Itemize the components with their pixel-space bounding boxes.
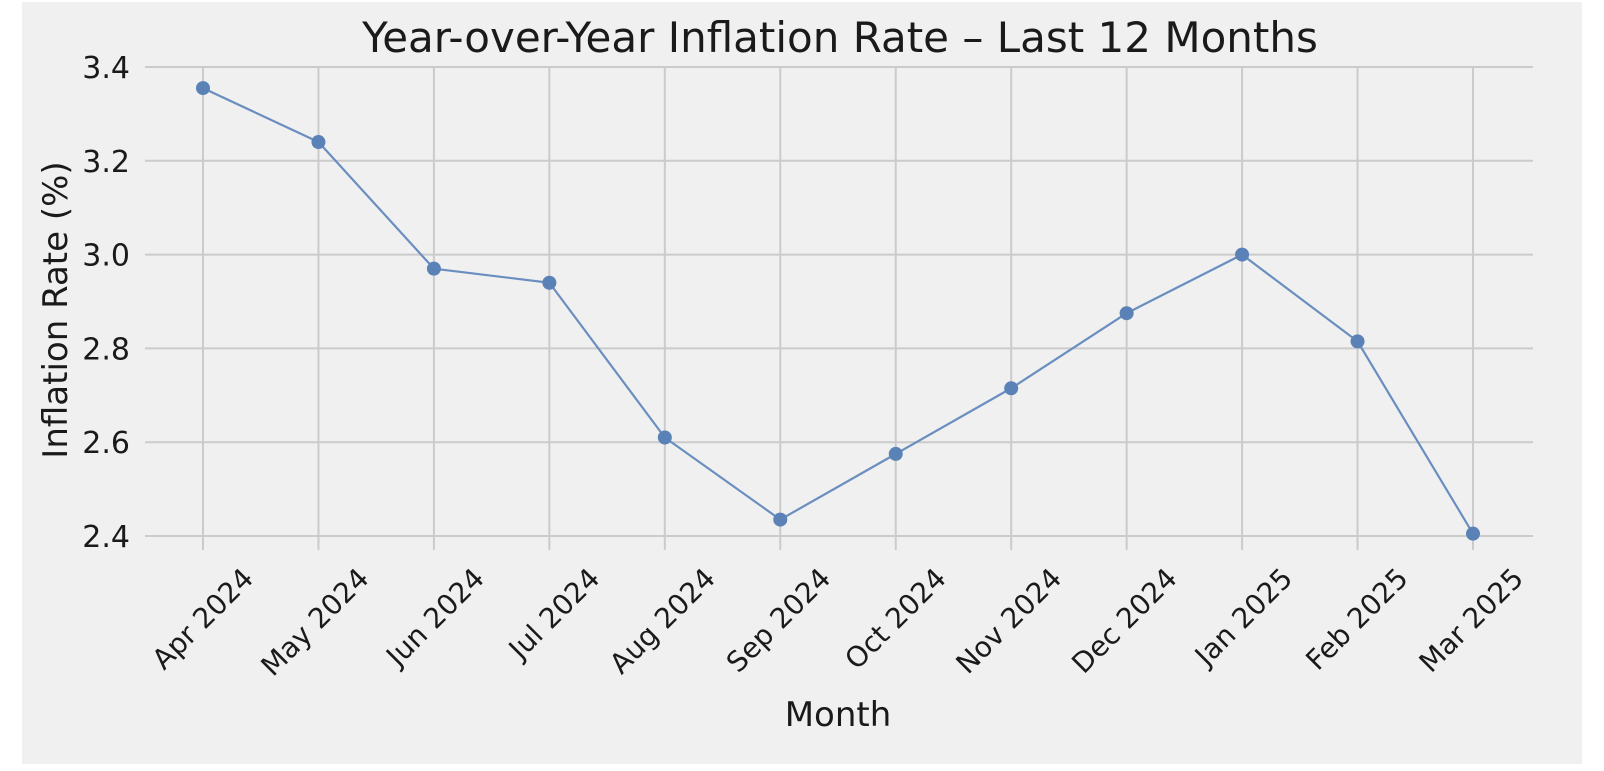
data-point-12 xyxy=(1466,526,1480,541)
data-point-6 xyxy=(773,512,788,527)
data-point-11 xyxy=(1350,334,1365,349)
y-axis-ticks: 2.4 2.6 2.8 3.0 3.2 3.4 xyxy=(82,51,130,555)
y-axis-label: Inflation Rate (%) xyxy=(36,161,76,458)
series-line xyxy=(202,87,1474,535)
data-point-10 xyxy=(1235,247,1250,262)
data-point-8 xyxy=(1004,381,1019,396)
figure-background xyxy=(22,2,1582,764)
y-tick-label: 2.4 xyxy=(82,520,130,555)
y-tick-label: 3.2 xyxy=(82,145,130,180)
data-point-1 xyxy=(196,81,210,96)
y-tick-label: 3.0 xyxy=(82,239,130,274)
data-point-7 xyxy=(888,446,903,461)
y-tick-label: 2.6 xyxy=(82,426,130,461)
data-point-3 xyxy=(426,261,441,276)
data-point-2 xyxy=(311,135,326,150)
y-tick-label: 3.4 xyxy=(82,51,130,86)
data-points xyxy=(196,81,1480,541)
chart-title: Year-over-Year Inflation Rate – Last 12 … xyxy=(361,13,1318,62)
x-axis-label: Month xyxy=(785,695,892,735)
y-tick-label: 2.8 xyxy=(82,332,130,367)
data-point-5 xyxy=(657,430,672,445)
series-line-layer xyxy=(202,87,1474,535)
data-point-4 xyxy=(542,275,557,290)
data-point-9 xyxy=(1119,306,1134,321)
